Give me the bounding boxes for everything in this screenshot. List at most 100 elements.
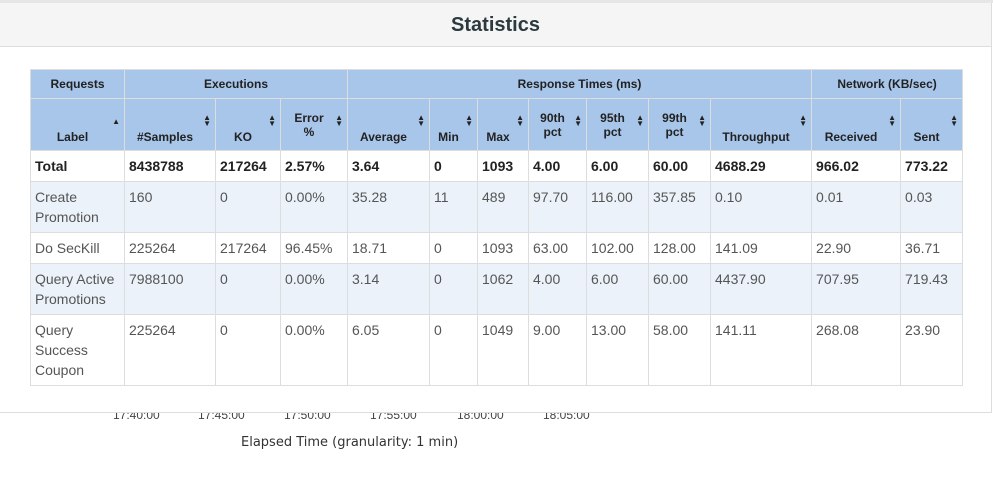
- cell-ko: 217264: [215, 150, 281, 182]
- sort-icon: ▲ ▼: [516, 113, 524, 128]
- cell-max: 1093: [477, 232, 529, 264]
- column-header-error[interactable]: Error % ▲ ▼: [280, 98, 348, 151]
- label-line: Coupon: [35, 362, 85, 378]
- sort-icon: ▲ ▼: [335, 113, 343, 128]
- column-header-text: Average: [360, 130, 407, 144]
- cell-label: Create Promotion: [30, 181, 125, 233]
- column-header-text: Sent: [913, 130, 940, 144]
- cell-average: 3.64: [347, 150, 430, 182]
- column-header-max[interactable]: Max ▲ ▼: [477, 98, 529, 151]
- column-header-text: pct: [603, 124, 622, 139]
- cell-99th-pct: 60.00: [648, 263, 711, 315]
- column-header-text: Received: [824, 130, 878, 144]
- sort-icon: ▲ ▼: [698, 113, 706, 128]
- cell-samples: 225264: [124, 232, 216, 264]
- sort-icon: ▲ ▼: [203, 113, 211, 128]
- cell-95th-pct: 116.00: [586, 181, 649, 233]
- cell-99th-pct: 58.00: [648, 314, 711, 386]
- column-header-text: #Samples: [136, 130, 194, 144]
- column-header-text: Throughput: [722, 130, 790, 144]
- label-line: Query: [35, 322, 74, 338]
- cell-ko: 0: [215, 181, 281, 233]
- sort-icon: ▲ ▼: [465, 113, 473, 128]
- label-line: Query Active: [35, 271, 115, 287]
- cell-sent: 0.03: [900, 181, 964, 233]
- label-line: Create: [35, 189, 78, 205]
- header-column-row: Label ▲ #Samples ▲ ▼ KO ▲ ▼ Error % ▲ ▼ Ave…: [30, 98, 964, 151]
- column-header-99th-pct[interactable]: 99th pct ▲ ▼: [648, 98, 711, 151]
- cell-samples: 7988100: [124, 263, 216, 315]
- cell-ko: 0: [215, 314, 281, 386]
- column-header-95th-pct[interactable]: 95th pct ▲ ▼: [586, 98, 649, 151]
- cell-label: Query Active Promotions: [30, 263, 125, 315]
- cell-max: 1062: [477, 263, 529, 315]
- x-axis-label: Elapsed Time (granularity: 1 min): [241, 435, 459, 450]
- column-header-text: 90th: [540, 110, 565, 125]
- cell-received: 707.95: [811, 263, 902, 315]
- table-row: Query Active Promotions 7988100 0 0.00% 3…: [30, 263, 964, 315]
- column-header-text: KO: [234, 130, 252, 144]
- cell-throughput: 141.09: [709, 232, 813, 264]
- cell-90th-pct: 9.00: [528, 314, 587, 386]
- group-network: Network (KB/sec): [811, 69, 964, 99]
- cell-max: 1093: [477, 150, 529, 182]
- column-header-throughput[interactable]: Throughput ▲ ▼: [709, 98, 813, 151]
- cell-samples: 160: [124, 181, 216, 233]
- column-header-sent[interactable]: Sent ▲ ▼: [900, 98, 964, 151]
- column-header-90th-pct[interactable]: 90th pct ▲ ▼: [528, 98, 587, 151]
- group-requests: Requests: [30, 69, 125, 99]
- table-row: Query Success Coupon 225264 0 0.00% 6.05 0…: [30, 314, 964, 386]
- table-row: Do SecKill 225264 217264 96.45% 18.71 0 …: [30, 232, 964, 264]
- label-line: Promotions: [35, 291, 106, 307]
- cell-average: 6.05: [347, 314, 430, 386]
- cell-95th-pct: 102.00: [586, 232, 649, 264]
- column-header-received[interactable]: Received ▲ ▼: [811, 98, 902, 151]
- cell-samples: 8438788: [124, 150, 216, 182]
- column-header-text: 95th: [600, 110, 625, 125]
- cell-90th-pct: 63.00: [528, 232, 587, 264]
- cell-90th-pct: 4.00: [528, 150, 587, 182]
- label-line: Success: [35, 342, 88, 358]
- cell-average: 3.14: [347, 263, 430, 315]
- group-executions: Executions: [124, 69, 348, 99]
- cell-max: 489: [477, 181, 529, 233]
- cell-min: 0: [429, 150, 478, 182]
- column-header-ko[interactable]: KO ▲ ▼: [215, 98, 281, 151]
- table-row-total: Total 8438788 217264 2.57% 3.64 0 1093 4…: [30, 150, 964, 182]
- sort-icon: ▲ ▼: [636, 113, 644, 128]
- cell-90th-pct: 4.00: [528, 263, 587, 315]
- statistics-table: Requests Executions Response Times (ms) …: [30, 69, 964, 386]
- cell-min: 11: [429, 181, 478, 233]
- cell-error: 96.45%: [280, 232, 348, 264]
- cell-max: 1049: [477, 314, 529, 386]
- column-header-label[interactable]: Label ▲: [30, 98, 125, 151]
- cell-99th-pct: 128.00: [648, 232, 711, 264]
- cell-95th-pct: 6.00: [586, 263, 649, 315]
- label-line: Promotion: [35, 209, 99, 225]
- column-header-text: Min: [438, 130, 459, 144]
- cell-average: 18.71: [347, 232, 430, 264]
- header-group-row: Requests Executions Response Times (ms) …: [30, 69, 964, 99]
- column-header-samples[interactable]: #Samples ▲ ▼: [124, 98, 216, 151]
- cell-99th-pct: 357.85: [648, 181, 711, 233]
- cell-ko: 0: [215, 263, 281, 315]
- column-header-text: 99th: [662, 110, 687, 125]
- cell-error: 0.00%: [280, 263, 348, 315]
- cell-label: Total: [30, 150, 125, 182]
- cell-received: 966.02: [811, 150, 902, 182]
- cell-sent: 23.90: [900, 314, 964, 386]
- cell-average: 35.28: [347, 181, 430, 233]
- panel-title: Statistics: [451, 14, 540, 36]
- sort-icon: ▲ ▼: [799, 113, 808, 128]
- sort-icon: ▲ ▼: [950, 113, 959, 128]
- cell-90th-pct: 97.70: [528, 181, 587, 233]
- cell-sent: 719.43: [900, 263, 964, 315]
- column-header-text: pct: [665, 124, 684, 139]
- column-header-min[interactable]: Min ▲ ▼: [429, 98, 478, 151]
- table-row: Create Promotion 160 0 0.00% 35.28 11 489…: [30, 181, 964, 233]
- column-header-average[interactable]: Average ▲ ▼: [347, 98, 430, 151]
- cell-95th-pct: 6.00: [586, 150, 649, 182]
- cell-samples: 225264: [124, 314, 216, 386]
- cell-ko: 217264: [215, 232, 281, 264]
- sort-asc-icon: ▲: [112, 117, 120, 126]
